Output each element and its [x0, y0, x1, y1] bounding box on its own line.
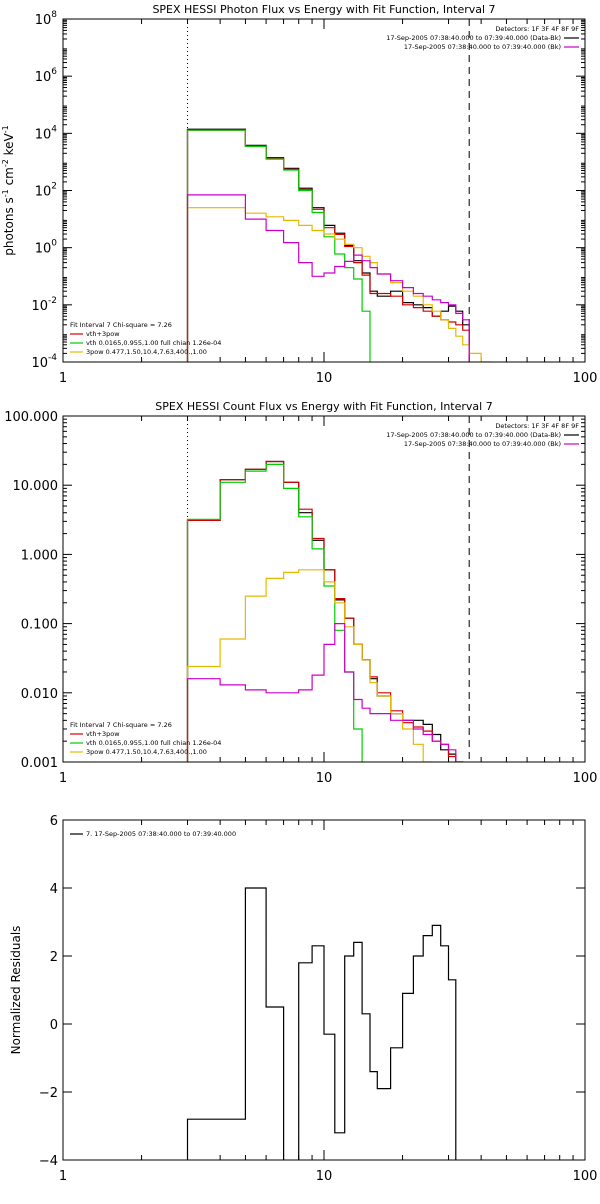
- y-tick-label: 10.000: [13, 479, 59, 494]
- y-axis-label: Normalized Residuals: [9, 926, 23, 1055]
- y-tick-base: 10: [31, 299, 48, 314]
- y-tick-label: 10-2: [31, 296, 57, 314]
- detectors-label: Detectors: 1F 3F 4F 8F 9F: [495, 422, 579, 430]
- y-tick-base: 10: [35, 13, 52, 28]
- y-label-unit: photons s: [2, 197, 16, 256]
- series-total-histogram: [186, 460, 464, 762]
- photon-flux-panel: SPEX HESSI Photon Flux vs Energy with Fi…: [1, 3, 598, 386]
- fit-legend-label: vth+3pow: [86, 330, 120, 338]
- x-tick-label: 100: [573, 371, 598, 386]
- y-tick-label: 0: [50, 1018, 58, 1033]
- residuals-panel: Normalized Residuals 1 10 100 −4 −2 0 2 4 6 7. 17-…: [9, 814, 597, 1184]
- y-tick-label: 100.000: [4, 410, 58, 425]
- x-tick-label: 1: [59, 371, 67, 386]
- y-tick-exponent: 2: [51, 182, 57, 192]
- legend-entry-label: 17-Sep-2005 07:38:40.000 to 07:39:40.000…: [404, 43, 561, 51]
- y-tick-label: 100: [35, 239, 58, 257]
- series-background-histogram: [186, 194, 470, 362]
- x-tick-label: 1: [59, 771, 67, 786]
- series-thermal-histogram: [186, 129, 371, 362]
- plot-area: [186, 460, 464, 762]
- plot-area: [186, 887, 457, 1160]
- y-tick-exponent: 0: [51, 239, 57, 249]
- fit-legend-title: Fit Interval 7 Chi-square = 7.26: [70, 721, 172, 729]
- y-tick-base: 10: [31, 356, 48, 371]
- fit-legend-title: Fit Interval 7 Chi-square = 7.26: [70, 321, 172, 329]
- legend-entry-label: 17-Sep-2005 07:38:40.000 to 07:39:40.000…: [404, 440, 561, 448]
- x-tick-label: 10: [316, 771, 333, 786]
- fit-legend-label: vth 0.0165,0.955,1.00 full chian 1.26e-0…: [86, 739, 221, 747]
- series-background-histogram: [186, 623, 464, 762]
- y-tick-base: 10: [35, 127, 52, 142]
- y-label-unit: cm: [2, 167, 16, 189]
- y-tick-exponent: 4: [51, 124, 57, 134]
- detectors-label: Detectors: 1F 3F 4F 8F 9F: [495, 25, 579, 33]
- residual-legend-label: 7. 17-Sep-2005 07:38:40.000 to 07:39:40.…: [86, 830, 236, 838]
- y-tick-exponent: -2: [48, 296, 57, 306]
- y-tick-label: 1.000: [21, 548, 58, 563]
- y-tick-label: 2: [50, 950, 58, 965]
- y-tick-label: 0.010: [21, 687, 58, 702]
- fit-legend-label: vth+3pow: [86, 730, 120, 738]
- legend-entry-label: 17-Sep-2005 07:38:40.000 to 07:39:40.000…: [386, 34, 561, 42]
- fit-legend-label: 3pow 0.477,1.50,10.4,7.63,400.,1.00: [86, 348, 207, 356]
- x-tick-label: 100: [573, 1169, 598, 1184]
- series-residuals-histogram: [186, 887, 457, 1160]
- x-tick-label: 10: [316, 1169, 333, 1184]
- chart-title: SPEX HESSI Count Flux vs Energy with Fit…: [155, 400, 492, 413]
- chart-title: SPEX HESSI Photon Flux vs Energy with Fi…: [152, 3, 495, 16]
- series-data-histogram: [186, 460, 457, 762]
- y-label-exponent: -1: [1, 189, 10, 197]
- series-thermal-histogram: [186, 463, 363, 762]
- y-tick-label: 10-4: [31, 353, 57, 371]
- plot-frame: [62, 18, 586, 363]
- y-tick-label: 108: [35, 10, 58, 28]
- series-powerlaw-histogram: [186, 569, 433, 762]
- y-label-exponent: -2: [1, 159, 10, 167]
- y-tick-exponent: 6: [51, 67, 57, 77]
- count-flux-panel: SPEX HESSI Count Flux vs Energy with Fit…: [4, 400, 597, 786]
- y-tick-label: −4: [39, 1154, 58, 1169]
- y-tick-label: 0.100: [21, 618, 58, 633]
- y-tick-base: 10: [35, 185, 52, 200]
- series-data-histogram: [186, 128, 470, 362]
- legend-entry-label: 17-Sep-2005 07:38:40.000 to 07:39:40.000…: [386, 431, 561, 439]
- y-label-unit: keV: [2, 132, 16, 159]
- y-tick-label: 4: [50, 882, 58, 897]
- series-total-histogram: [186, 129, 470, 362]
- y-tick-exponent: 8: [51, 10, 57, 20]
- fit-legend-label: 3pow 0.477,1.50,10.4,7.63,400.,1.00: [86, 748, 207, 756]
- x-tick-label: 10: [316, 371, 333, 386]
- y-tick-label: 104: [35, 124, 58, 142]
- fit-legend-label: vth 0.0165,0.955,1.00 full chian 1.26e-0…: [86, 339, 221, 347]
- y-tick-label: 102: [35, 182, 57, 200]
- x-tick-label: 100: [573, 771, 598, 786]
- y-tick-exponent: -4: [48, 353, 57, 363]
- plot-frame: [62, 819, 586, 1161]
- x-tick-label: 1: [59, 1169, 67, 1184]
- plot-frame: [62, 415, 586, 763]
- series-powerlaw-histogram: [186, 207, 493, 362]
- y-tick-label: 0.001: [21, 756, 58, 771]
- y-tick-label: −2: [39, 1086, 58, 1101]
- y-label-exponent: -1: [1, 125, 10, 133]
- y-tick-label: 6: [50, 814, 58, 829]
- y-tick-base: 10: [35, 242, 52, 257]
- y-tick-label: 106: [35, 67, 58, 85]
- plot-area: [186, 128, 493, 362]
- y-axis-label: photons s-1 cm-2 keV-1: [1, 125, 16, 256]
- y-tick-base: 10: [35, 70, 52, 85]
